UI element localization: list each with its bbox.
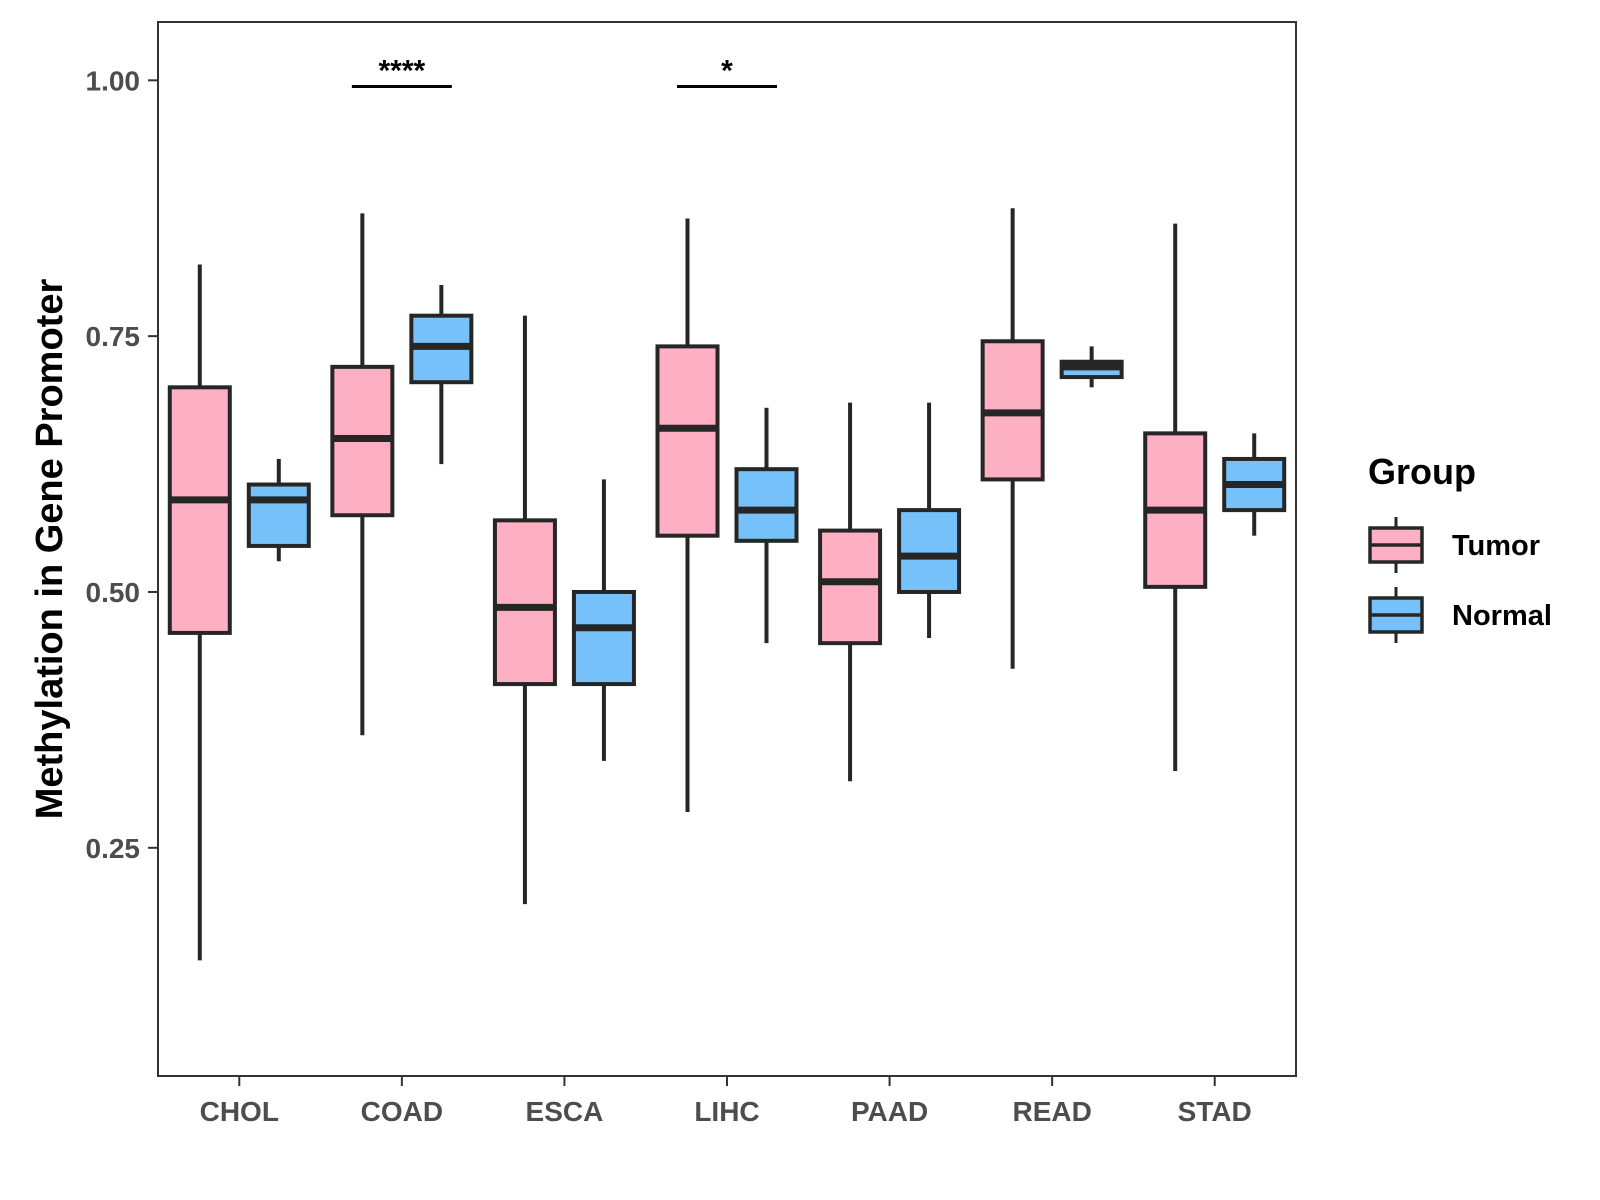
- y-tick-label-1: 0.50: [86, 577, 141, 608]
- x-tick-label-coad: COAD: [361, 1096, 443, 1127]
- box-stad-tumor: [1143, 223, 1208, 772]
- significance-label-coad: ****: [379, 55, 426, 88]
- box-body-paad-tumor: [818, 528, 883, 646]
- box-coad-normal: [409, 284, 474, 465]
- y-axis-title: Methylation in Gene Promoter: [29, 279, 71, 820]
- x-tick-label-chol: CHOL: [200, 1096, 279, 1127]
- y-tick-label-3: 1.00: [86, 65, 141, 96]
- x-tick-label-paad: PAAD: [851, 1096, 928, 1127]
- box-body-esca-tumor: [492, 518, 557, 687]
- legend-title: Group: [1368, 451, 1476, 492]
- box-read-tumor: [980, 208, 1045, 669]
- box-body-esca-normal: [571, 589, 636, 687]
- box-esca-normal: [571, 479, 636, 761]
- box-body-chol-normal: [246, 482, 311, 548]
- box-chol-tumor: [167, 264, 232, 961]
- x-tick-label-read: READ: [1012, 1096, 1091, 1127]
- significance-lihc: *: [677, 55, 777, 89]
- plot-layer: **** *: [167, 55, 1287, 961]
- y-tick-label-0: 0.25: [86, 833, 141, 864]
- box-paad-normal: [897, 402, 962, 639]
- box-lihc-normal: [734, 407, 799, 644]
- box-lihc-tumor: [655, 218, 720, 812]
- legend-label-normal: Normal: [1452, 600, 1552, 632]
- y-tick-label-2: 0.75: [86, 321, 141, 352]
- box-read-normal: [1059, 346, 1124, 388]
- legend: Group Tumor Normal: [1368, 451, 1552, 643]
- box-body-paad-normal: [897, 508, 962, 594]
- box-body-lihc-tumor: [655, 344, 720, 538]
- significance-label-lihc: *: [721, 55, 733, 88]
- x-tick-label-lihc: LIHC: [694, 1096, 759, 1127]
- axis-layer: 0.25 0.50 0.75 1.00 CHOL COAD ESCA LIHC PAAD READ…: [86, 65, 1252, 1127]
- box-esca-tumor: [492, 315, 557, 905]
- legend-label-tumor: Tumor: [1452, 530, 1540, 562]
- box-stad-normal: [1222, 433, 1287, 536]
- x-tick-label-stad: STAD: [1178, 1096, 1252, 1127]
- box-chol-normal: [246, 458, 311, 562]
- significance-coad: ****: [351, 55, 452, 89]
- x-tick-label-esca: ESCA: [526, 1096, 604, 1127]
- box-body-lihc-normal: [734, 467, 799, 543]
- box-body-chol-tumor: [167, 385, 232, 635]
- box-coad-tumor: [330, 213, 395, 736]
- box-paad-tumor: [818, 402, 883, 782]
- legend-entry-tumor: Tumor: [1368, 517, 1540, 573]
- legend-entry-normal: Normal: [1368, 587, 1552, 643]
